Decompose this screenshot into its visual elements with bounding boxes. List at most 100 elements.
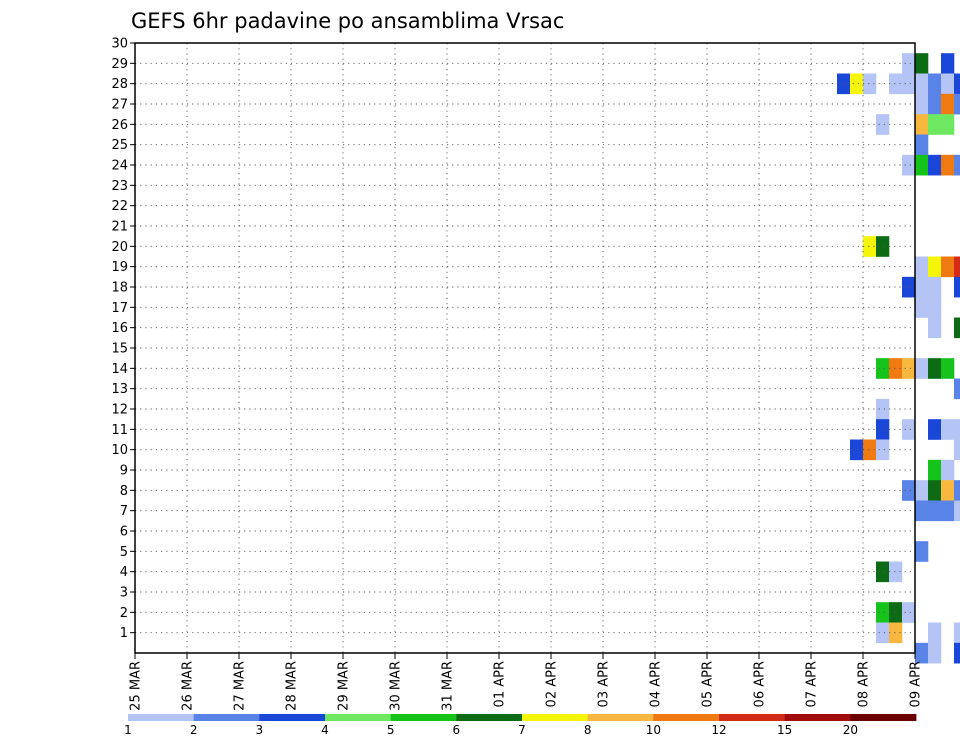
- heatmap-cell: [915, 541, 929, 562]
- heatmap-cell: [928, 73, 942, 95]
- heatmap-cell: [915, 297, 942, 318]
- y-tick-label: 21: [111, 220, 128, 235]
- y-tick-label: 29: [111, 57, 128, 72]
- heatmap-cell: [850, 439, 864, 461]
- heatmap-cell: [928, 114, 955, 135]
- heatmap-cell: [876, 236, 890, 257]
- y-tick-label: 1: [120, 626, 128, 641]
- heatmap-cell: [876, 622, 890, 644]
- y-tick-label: 16: [111, 321, 128, 336]
- heatmap-cell: [902, 358, 916, 379]
- legend-swatch: [653, 714, 720, 721]
- heatmap-cell: [928, 358, 942, 379]
- x-tick-label: 26 MAR: [181, 661, 196, 711]
- color-legend: 1 2 3 4 5 6 7 8 10 12 15 20: [124, 714, 917, 737]
- x-tick-label: 09 APR: [909, 661, 924, 707]
- legend-swatch: [390, 714, 457, 721]
- legend-label: 12: [711, 723, 726, 737]
- heatmap-cell: [902, 53, 916, 74]
- heatmap-cell: [837, 73, 851, 95]
- y-tick-label: 15: [111, 342, 128, 357]
- heatmap-cell: [941, 93, 955, 115]
- legend-label: 20: [843, 723, 858, 737]
- legend-swatch: [850, 714, 917, 721]
- heatmap-cell: [954, 642, 960, 664]
- heatmap-cell: [954, 419, 960, 440]
- legend-swatch: [193, 714, 260, 721]
- heatmap-cell: [941, 459, 955, 481]
- heatmap-cell: [954, 378, 960, 400]
- heatmap-cell: [902, 419, 916, 440]
- x-tick-label: 01 APR: [493, 661, 508, 707]
- heatmap-cell: [954, 93, 960, 115]
- legend-label: 1: [124, 723, 132, 737]
- legend-swatch: [587, 714, 654, 721]
- heatmap-cell: [954, 154, 960, 176]
- heatmap-cell: [915, 276, 942, 298]
- heatmap-cell: [954, 622, 960, 644]
- heatmap-cell: [954, 439, 960, 461]
- legend-label: 3: [256, 723, 264, 737]
- heatmap-cells: [837, 53, 960, 664]
- y-tick-label: 18: [111, 281, 128, 296]
- heatmap-cell: [928, 622, 942, 644]
- heatmap-cell: [863, 439, 877, 461]
- y-tick-label: 12: [111, 403, 128, 418]
- heatmap-cell: [928, 480, 942, 501]
- heatmap-cell: [954, 500, 960, 522]
- heatmap-cell: [863, 73, 877, 95]
- legend-swatch: [325, 714, 392, 721]
- heatmap-cell: [889, 602, 903, 623]
- x-tick-label: 25 MAR: [129, 661, 144, 711]
- y-tick-label: 6: [120, 525, 128, 540]
- heatmap-cell: [902, 602, 916, 623]
- heatmap-cell: [915, 500, 955, 522]
- heatmap-cell: [941, 480, 955, 501]
- y-tick-label: 11: [111, 423, 128, 438]
- legend-label: 6: [453, 723, 461, 737]
- legend-swatch: [456, 714, 523, 721]
- x-tick-label: 31 MAR: [441, 661, 456, 711]
- legend-swatch: [719, 714, 786, 721]
- heatmap-cell: [928, 93, 942, 115]
- heatmap-cell: [915, 480, 929, 501]
- legend-label: 10: [646, 723, 661, 737]
- heatmap-cell: [941, 154, 955, 176]
- legend-label: 8: [584, 723, 592, 737]
- legend-swatch: [259, 714, 326, 721]
- heatmap-cell: [876, 358, 890, 379]
- heatmap-cell: [954, 317, 960, 339]
- y-tick-label: 23: [111, 179, 128, 194]
- y-tick-label: 13: [111, 382, 128, 397]
- heatmap-cell: [941, 73, 955, 95]
- x-tick-label: 02 APR: [545, 661, 560, 707]
- heatmap-cell: [876, 439, 890, 461]
- heatmap-cell: [902, 276, 916, 298]
- heatmap-cell: [941, 358, 955, 379]
- heatmap-cell: [941, 256, 955, 278]
- heatmap-cell: [954, 480, 960, 501]
- y-tick-label: 25: [111, 138, 128, 153]
- heatmap-cell: [876, 561, 890, 583]
- x-tick-label: 04 APR: [649, 661, 664, 707]
- y-tick-label: 24: [111, 159, 128, 174]
- y-tick-label: 19: [111, 260, 128, 275]
- x-tick-label: 05 APR: [701, 661, 716, 707]
- y-tick-label: 30: [111, 37, 128, 52]
- heatmap-cell: [902, 154, 916, 176]
- heatmap-cell: [928, 256, 942, 278]
- legend-label: 5: [387, 723, 395, 737]
- heatmap-cell: [915, 114, 929, 135]
- heatmap-cell: [915, 642, 929, 664]
- heatmap-cell: [915, 134, 929, 156]
- legend-swatch: [784, 714, 851, 721]
- heatmap-cell: [941, 419, 955, 440]
- heatmap-cell: [928, 642, 942, 664]
- y-tick-label: 28: [111, 77, 128, 92]
- heatmap-cell: [928, 419, 942, 440]
- y-tick-label: 2: [120, 606, 128, 621]
- legend-swatch: [522, 714, 589, 721]
- y-tick-label: 22: [111, 199, 128, 214]
- heatmap-cell: [941, 53, 955, 74]
